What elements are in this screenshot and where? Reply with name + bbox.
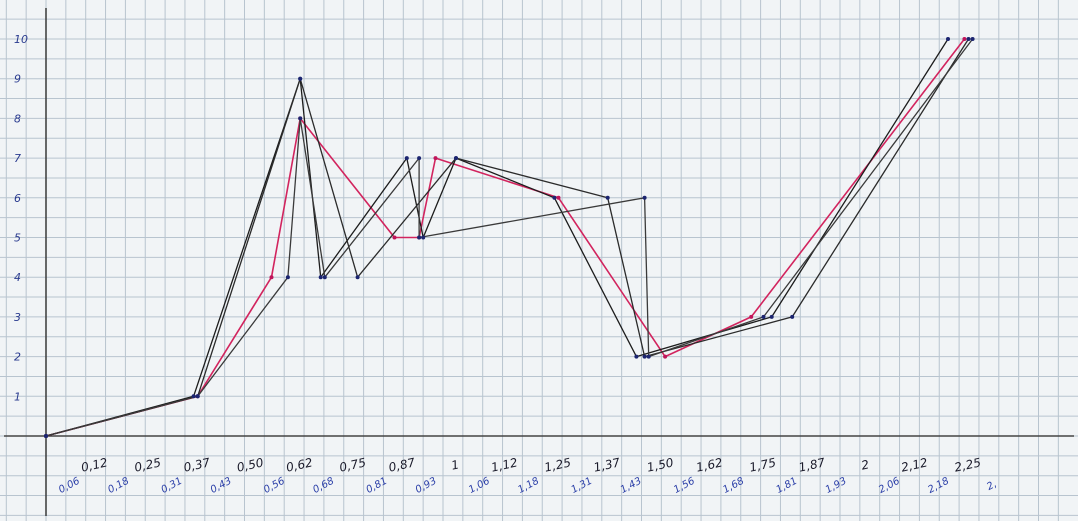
series-2-point (421, 235, 426, 240)
x-tick-label-upper: 0,12 (80, 455, 109, 474)
series-4-point (44, 434, 48, 438)
axes (4, 8, 1074, 516)
x-tick-label-upper: 0,75 (338, 455, 367, 474)
y-tick-label: 2 (14, 351, 21, 364)
series-1-point (269, 275, 274, 280)
y-tick-label: 1 (14, 390, 21, 403)
series-1-point (962, 37, 967, 41)
x-tick-label-upper: 1,87 (797, 455, 826, 474)
series-1-point (556, 195, 561, 200)
series-3-point (454, 156, 458, 161)
series-1-point (433, 156, 438, 161)
series-4-point (761, 314, 766, 319)
y-tick-label: 4 (14, 271, 21, 284)
series-2-point (634, 354, 639, 359)
x-tick-label-upper: 1,62 (695, 455, 724, 474)
x-tick-label-lower: 2, (985, 479, 999, 493)
x-tick-label-upper: 1,25 (543, 455, 572, 474)
series-2-point (404, 156, 409, 161)
series-4-point (970, 37, 975, 41)
x-tick-label-upper: 0,50 (236, 455, 265, 474)
y-tick-label: 9 (14, 73, 21, 86)
series-4-point (642, 195, 647, 200)
y-tick-label: 7 (14, 152, 21, 165)
x-tick-label-upper: 2,12 (900, 455, 929, 474)
series-3-point (298, 76, 303, 81)
series-1-point (749, 314, 754, 319)
series-3-point (355, 275, 360, 280)
x-tick-label-upper: 0,25 (133, 455, 162, 474)
series-2-point (769, 314, 774, 319)
series-2-point (318, 275, 323, 280)
series-4-point (417, 235, 422, 240)
series-1-point (663, 354, 668, 359)
x-tick-label-upper: 1,75 (748, 455, 777, 474)
x-tick-label-upper: 1,37 (592, 455, 621, 474)
series-points (44, 37, 975, 438)
series-4-point (195, 394, 200, 399)
y-tick-label: 8 (14, 112, 21, 125)
x-tick-label-upper: 2 (860, 457, 870, 472)
y-tick-label: 6 (14, 192, 21, 205)
series-2-point (552, 195, 557, 200)
x-tick-label-upper: 0,87 (387, 455, 416, 474)
series-4-point (417, 156, 422, 161)
x-tick-label-upper: 2,25 (953, 455, 982, 474)
x-tick-label-upper: 0,37 (182, 455, 211, 474)
x-tick-label-upper: 0,62 (285, 455, 314, 474)
y-tick-label: 5 (14, 232, 21, 245)
series-1-point (392, 235, 397, 240)
series-4-point (298, 116, 303, 121)
x-tick-label-upper: 1 (450, 457, 460, 472)
series-3-point (642, 354, 647, 359)
series-4-point (646, 354, 651, 359)
y-tick-label: 3 (14, 311, 21, 324)
x-tick-label-upper: 1,12 (490, 455, 519, 474)
series-2-point (191, 394, 196, 399)
series-4-point (322, 275, 327, 280)
x-tick-label-upper: 1,50 (646, 455, 675, 474)
series-3-point (605, 195, 610, 200)
series-3-point (790, 314, 795, 319)
y-tick-label: 10 (14, 33, 28, 46)
series-2-point (946, 37, 950, 41)
series-3-point (966, 37, 971, 41)
series-4-point (285, 275, 290, 280)
